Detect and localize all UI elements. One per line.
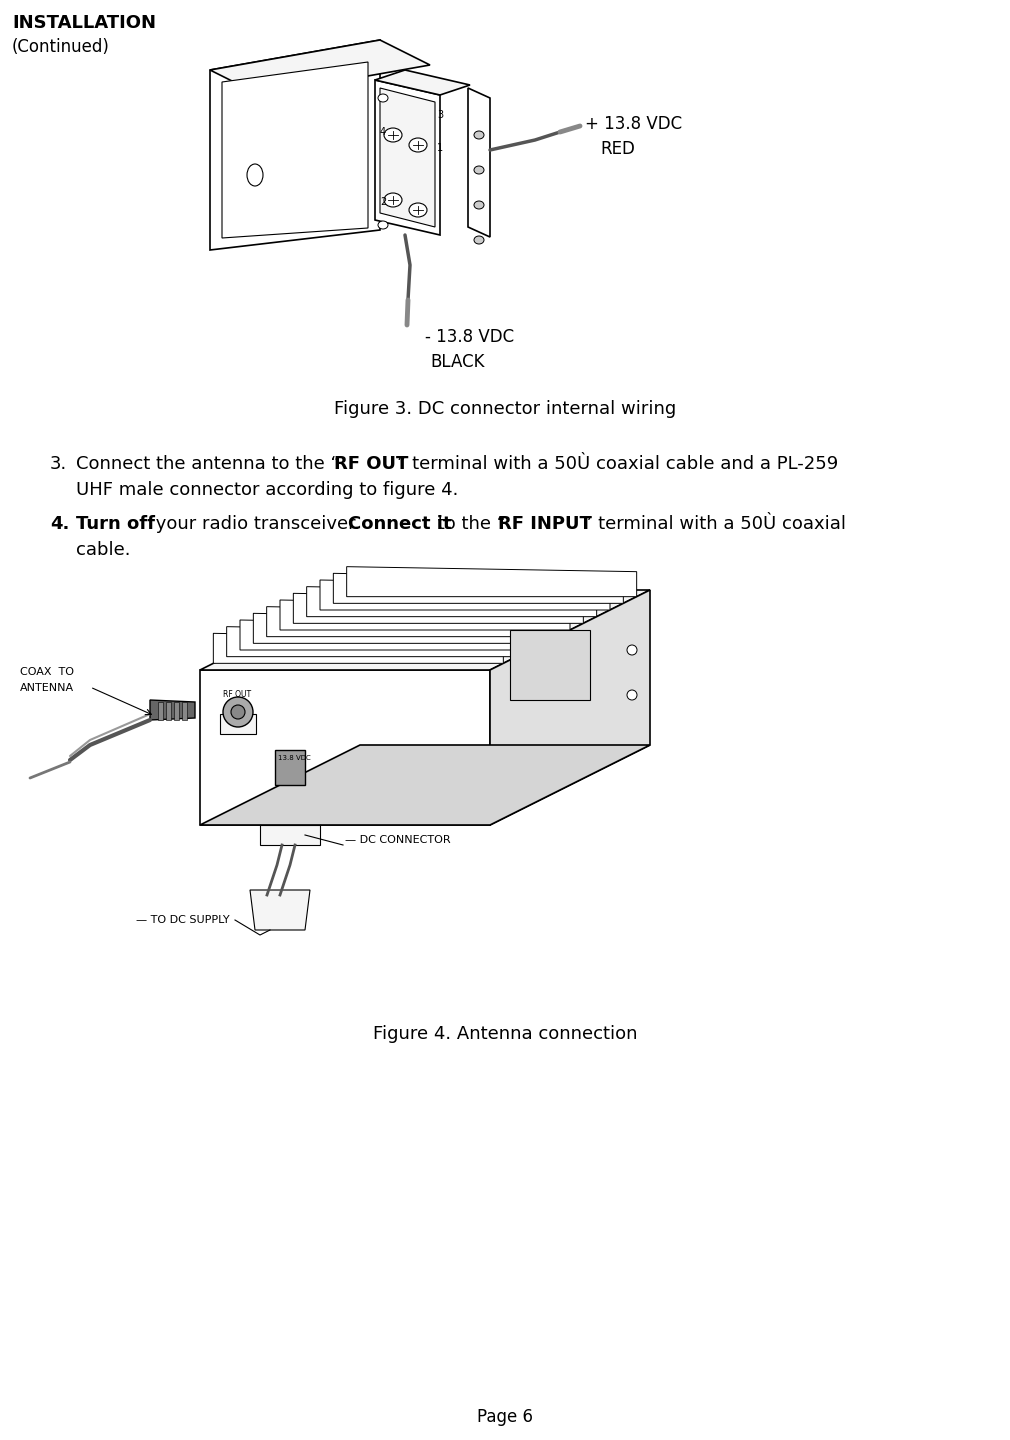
Text: to the “: to the “ [432,516,506,533]
Text: Page 6: Page 6 [477,1408,533,1426]
Text: Figure 4. Antenna connection: Figure 4. Antenna connection [373,1025,637,1043]
Polygon shape [375,81,440,235]
Bar [166,703,171,720]
Circle shape [231,706,245,719]
Polygon shape [510,631,590,700]
Text: RF INPUT: RF INPUT [498,516,592,533]
Polygon shape [333,573,623,603]
Text: INSTALLATION: INSTALLATION [12,14,156,32]
Polygon shape [267,606,557,636]
Polygon shape [250,890,310,930]
Polygon shape [213,634,503,664]
Text: Connect the antenna to the “: Connect the antenna to the “ [76,455,340,472]
Ellipse shape [409,138,427,153]
Bar [174,703,179,720]
Text: 1: 1 [437,143,443,153]
Polygon shape [200,744,650,825]
Polygon shape [280,600,570,631]
Ellipse shape [378,220,388,229]
Polygon shape [254,613,543,644]
Ellipse shape [474,202,484,209]
Ellipse shape [474,236,484,243]
Polygon shape [468,88,490,238]
Bar [220,714,256,734]
Polygon shape [210,40,380,251]
Text: Turn off: Turn off [76,516,155,533]
Text: 13.8 VDC: 13.8 VDC [278,755,311,760]
Text: RF OUT: RF OUT [334,455,408,472]
Polygon shape [240,621,530,649]
Ellipse shape [474,166,484,174]
Text: 2: 2 [380,197,386,207]
Text: ” terminal with a 50Ù coaxial cable and a PL-259: ” terminal with a 50Ù coaxial cable and … [397,455,838,472]
Text: 3.: 3. [50,455,68,472]
Text: 4.: 4. [50,516,70,533]
Polygon shape [200,670,490,825]
Bar [158,703,163,720]
Text: 4: 4 [380,127,386,137]
Ellipse shape [409,203,427,217]
Ellipse shape [384,193,402,207]
Text: UHF male connector according to figure 4.: UHF male connector according to figure 4… [76,481,459,500]
Text: BLACK: BLACK [430,353,485,372]
Text: your radio transceiver.: your radio transceiver. [150,516,366,533]
Polygon shape [150,700,195,720]
Text: (Continued): (Continued) [12,37,110,56]
Polygon shape [490,590,650,825]
Polygon shape [346,567,636,596]
Text: — DC CONNECTOR: — DC CONNECTOR [345,835,450,845]
Polygon shape [307,586,597,616]
Circle shape [223,697,252,727]
Bar [275,750,305,785]
Polygon shape [375,71,470,95]
Text: 3: 3 [437,109,443,120]
Text: ” terminal with a 50Ù coaxial: ” terminal with a 50Ù coaxial [583,516,846,533]
Text: cable.: cable. [76,541,130,559]
Polygon shape [210,40,430,95]
Circle shape [627,645,637,655]
Text: Connect it: Connect it [348,516,451,533]
Text: ANTENNA: ANTENNA [20,683,74,693]
Polygon shape [222,62,368,238]
Polygon shape [260,825,320,845]
Text: Figure 3. DC connector internal wiring: Figure 3. DC connector internal wiring [334,400,676,418]
Polygon shape [320,580,610,611]
Text: RF OUT: RF OUT [223,690,251,698]
Polygon shape [226,626,517,657]
Bar [182,703,187,720]
Text: RED: RED [600,140,635,158]
Text: - 13.8 VDC: - 13.8 VDC [425,328,514,346]
Ellipse shape [474,131,484,140]
Text: — TO DC SUPPLY: — TO DC SUPPLY [136,914,230,924]
Polygon shape [293,593,584,624]
Polygon shape [200,590,650,670]
Text: + 13.8 VDC: + 13.8 VDC [585,115,682,132]
Circle shape [627,690,637,700]
Polygon shape [380,88,435,228]
Text: COAX  TO: COAX TO [20,667,74,677]
Ellipse shape [384,128,402,143]
Ellipse shape [378,94,388,102]
Ellipse shape [247,164,263,186]
